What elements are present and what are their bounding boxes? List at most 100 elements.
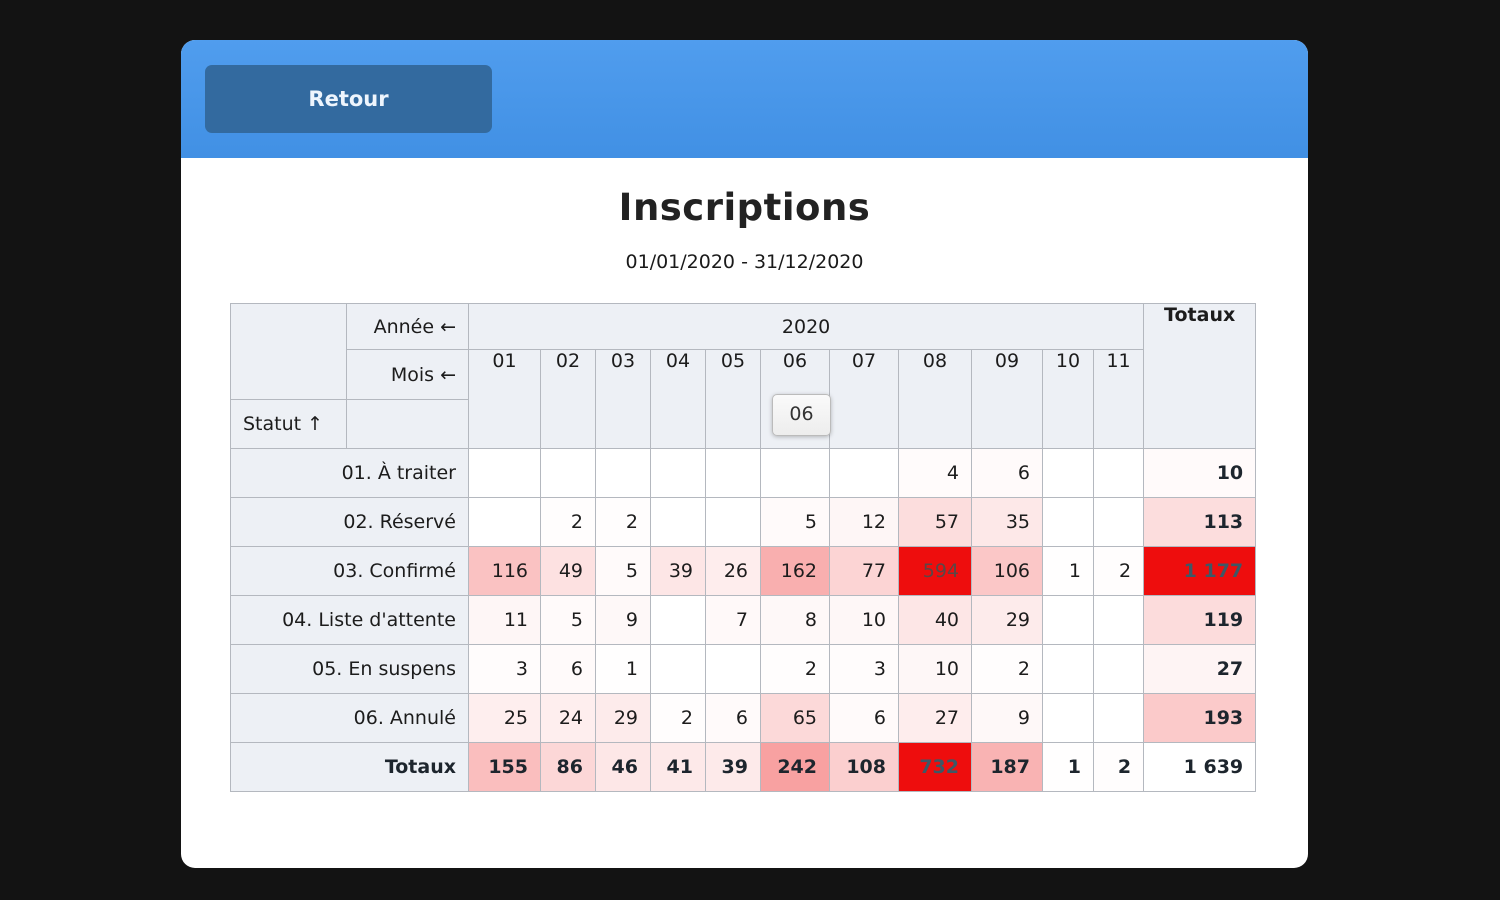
row-label: 04. Liste d'attente xyxy=(230,595,469,645)
data-cell-11 xyxy=(1092,497,1145,547)
data-cell-07: 12 xyxy=(829,497,899,547)
month-header-09[interactable]: 09 xyxy=(971,349,1043,449)
header-bar: Retour xyxy=(181,40,1308,158)
data-cell-08: 4 xyxy=(898,448,972,498)
row-label: 02. Réservé xyxy=(230,497,469,547)
data-cell-01 xyxy=(468,497,541,547)
month-header-04[interactable]: 04 xyxy=(650,349,706,449)
pivot-table: Année ← 2020 Totaux Mois ← 01 02 03 04 05 06 0… xyxy=(230,303,1257,792)
data-cell-09: 2 xyxy=(971,644,1043,694)
data-cell-07: 6 xyxy=(829,693,899,743)
data-cell-04: 39 xyxy=(650,546,706,596)
month-header-11[interactable]: 11 xyxy=(1092,349,1145,449)
data-cell-04 xyxy=(650,595,706,645)
data-cell-08: 594 xyxy=(898,546,972,596)
data-cell-06 xyxy=(760,448,830,498)
back-button[interactable]: Retour xyxy=(205,65,492,133)
data-cell-06: 65 xyxy=(760,693,830,743)
data-cell-05 xyxy=(705,448,761,498)
data-cell-03: 1 xyxy=(595,644,651,694)
data-cell-08: 40 xyxy=(898,595,972,645)
data-cell-01 xyxy=(468,448,541,498)
data-cell-10 xyxy=(1042,497,1094,547)
data-cell-11: 2 xyxy=(1092,546,1145,596)
data-cell-09: 6 xyxy=(971,448,1043,498)
data-cell-09: 29 xyxy=(971,595,1043,645)
data-cell-11 xyxy=(1092,644,1145,694)
status-sort-header[interactable]: Statut ↑ xyxy=(230,399,347,449)
row-label: 06. Annulé xyxy=(230,693,469,743)
data-cell-03: 2 xyxy=(595,497,651,547)
row-total-cell: 27 xyxy=(1143,644,1257,694)
year-header-row: Année ← 2020 Totaux xyxy=(230,303,1257,449)
month-header-05[interactable]: 05 xyxy=(705,349,761,449)
month-header-03[interactable]: 03 xyxy=(595,349,651,449)
data-cell-03: 5 xyxy=(595,546,651,596)
data-cell-03: 9 xyxy=(595,595,651,645)
month-sort-header[interactable]: Mois ← xyxy=(346,349,469,400)
data-cell-07 xyxy=(829,448,899,498)
column-total-cell-05: 39 xyxy=(705,742,761,792)
data-cell-06: 8 xyxy=(760,595,830,645)
data-cell-10 xyxy=(1042,644,1094,694)
data-cell-10 xyxy=(1042,448,1094,498)
row-total-cell: 119 xyxy=(1143,595,1257,645)
table-row: 03. Confirmé 116 49 5 39 26 162 77 594 106 1 2 1 177 xyxy=(230,546,1257,596)
year-value-cell: 2020 xyxy=(467,303,1145,350)
month-tooltip: 06 xyxy=(772,394,831,436)
column-total-cell-07: 108 xyxy=(829,742,899,792)
data-cell-01: 116 xyxy=(468,546,541,596)
column-total-cell-04: 41 xyxy=(650,742,706,792)
status-header-row: Statut ↑ xyxy=(230,399,1256,449)
data-cell-09: 35 xyxy=(971,497,1043,547)
data-cell-08: 27 xyxy=(898,693,972,743)
column-total-cell-01: 155 xyxy=(468,742,541,792)
data-cell-05: 7 xyxy=(705,595,761,645)
column-total-cell-06: 242 xyxy=(760,742,830,792)
data-cell-07: 10 xyxy=(829,595,899,645)
data-cell-03: 29 xyxy=(595,693,651,743)
table-row: 05. En suspens 3 6 1 2 3 10 2 27 xyxy=(230,644,1257,694)
data-cell-04 xyxy=(650,644,706,694)
data-cell-09: 106 xyxy=(971,546,1043,596)
data-cell-11 xyxy=(1092,595,1145,645)
month-header-01[interactable]: 01 xyxy=(468,349,541,449)
data-cell-02: 5 xyxy=(540,595,596,645)
row-label: 01. À traiter xyxy=(230,448,469,498)
status-empty-cell xyxy=(346,399,469,449)
row-label: 03. Confirmé xyxy=(230,546,469,596)
column-total-cell-11: 2 xyxy=(1092,742,1145,792)
data-cell-06: 162 xyxy=(760,546,830,596)
column-total-cell-02: 86 xyxy=(540,742,596,792)
month-header-row: Mois ← 01 02 03 04 05 06 07 08 09 10 11 xyxy=(231,349,1256,449)
data-cell-10 xyxy=(1042,595,1094,645)
data-cell-01: 3 xyxy=(468,644,541,694)
year-sort-header[interactable]: Année ← xyxy=(346,303,469,350)
data-cell-10 xyxy=(1042,693,1094,743)
data-cell-02: 24 xyxy=(540,693,596,743)
table-row: 02. Réservé 2 2 5 12 57 35 113 xyxy=(230,497,1257,547)
pivot-table-container: Année ← 2020 Totaux Mois ← 01 02 03 04 05 06 0… xyxy=(230,303,1257,792)
month-header-07[interactable]: 07 xyxy=(829,349,899,449)
data-cell-09: 9 xyxy=(971,693,1043,743)
data-cell-07: 3 xyxy=(829,644,899,694)
data-cell-04 xyxy=(650,497,706,547)
data-cell-02: 49 xyxy=(540,546,596,596)
month-header-10[interactable]: 10 xyxy=(1042,349,1094,449)
column-total-cell-09: 187 xyxy=(971,742,1043,792)
corner-cell xyxy=(230,303,347,400)
data-cell-01: 25 xyxy=(468,693,541,743)
data-cell-08: 57 xyxy=(898,497,972,547)
data-cell-06: 5 xyxy=(760,497,830,547)
data-cell-05 xyxy=(705,644,761,694)
month-header-02[interactable]: 02 xyxy=(540,349,596,449)
row-label: 05. En suspens xyxy=(230,644,469,694)
row-total-cell: 113 xyxy=(1143,497,1257,547)
grand-total-cell: 1 639 xyxy=(1143,742,1257,792)
data-cell-05 xyxy=(705,497,761,547)
data-cell-02: 2 xyxy=(540,497,596,547)
data-cell-01: 11 xyxy=(468,595,541,645)
data-cell-04 xyxy=(650,448,706,498)
row-total-cell: 1 177 xyxy=(1143,546,1257,596)
month-header-08[interactable]: 08 xyxy=(898,349,972,449)
